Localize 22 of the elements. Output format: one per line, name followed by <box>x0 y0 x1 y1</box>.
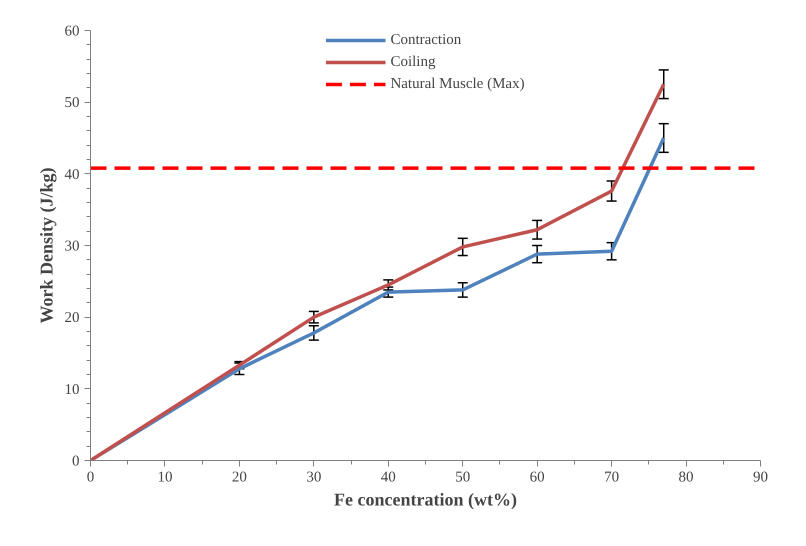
x-tick-label: 60 <box>530 470 545 486</box>
x-tick-label: 40 <box>380 470 396 486</box>
y-tick-label: 40 <box>64 166 80 183</box>
x-tick-label: 70 <box>604 470 620 486</box>
x-tick-label: 20 <box>232 470 247 486</box>
x-tick-label: 80 <box>678 470 694 486</box>
legend-label: Contraction <box>390 32 462 48</box>
x-axis-title: Fe concentration (wt%) <box>334 490 517 510</box>
y-axis-title: Work Density (J/kg) <box>36 167 56 324</box>
x-tick-label: 0 <box>86 470 94 486</box>
x-tick-label: 30 <box>306 470 322 486</box>
x-tick-label: 10 <box>157 470 172 486</box>
x-tick-label: 50 <box>455 470 470 486</box>
y-tick-label: 0 <box>72 454 80 470</box>
y-tick-label: 50 <box>64 95 80 112</box>
y-tick-label: 10 <box>64 382 80 398</box>
legend-label: Natural Muscle (Max) <box>390 76 525 92</box>
legend-label: Coiling <box>390 54 436 70</box>
y-tick-label: 20 <box>64 310 80 326</box>
x-tick-label: 90 <box>753 470 768 486</box>
y-tick-label: 60 <box>64 24 80 40</box>
y-tick-label: 30 <box>64 238 80 254</box>
